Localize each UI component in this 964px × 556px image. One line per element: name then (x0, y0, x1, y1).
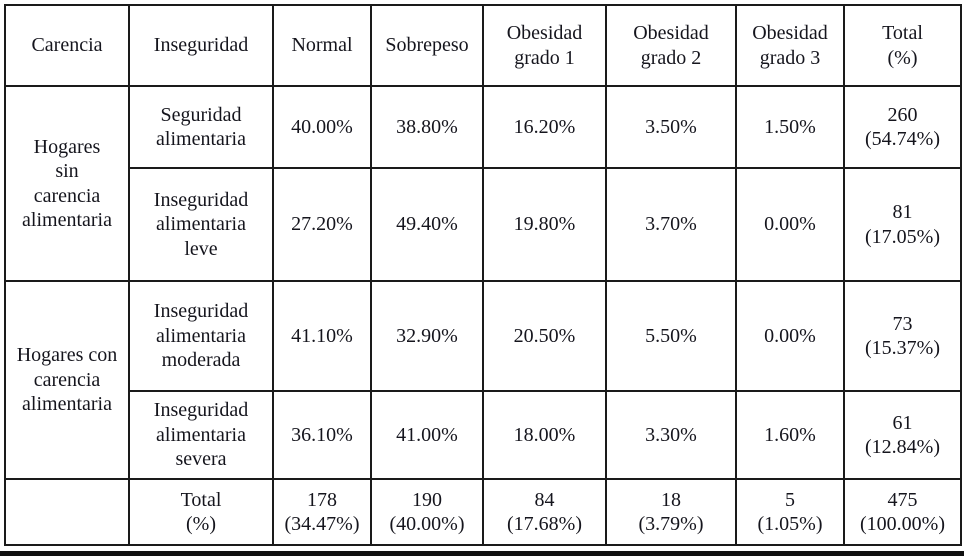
data-cell-normal: 27.20% (272, 167, 372, 282)
data-cell-obesidad-1: 16.20% (482, 85, 607, 169)
data-cell-total: 73 (15.37%) (843, 280, 962, 392)
row-label-inseguridad-severa: Inseguridad alimentaria severa (128, 390, 274, 480)
row-label-seguridad-alimentaria: Seguridad alimentaria (128, 85, 274, 169)
table-row-inseguridad-severa: Inseguridad alimentaria severa 36.10% 41… (5, 390, 962, 480)
header-cell-normal: Normal (272, 4, 372, 87)
data-cell-obesidad-3: 0.00% (735, 167, 845, 282)
header-cell-total: Total (%) (843, 4, 962, 87)
table-row-inseguridad-leve: Inseguridad alimentaria leve 27.20% 49.4… (5, 167, 962, 282)
data-cell-normal: 41.10% (272, 280, 372, 392)
header-row: Carencia Inseguridad Normal Sobrepeso Ob… (4, 4, 962, 87)
group-label-hogares-sin-carencia: Hogares sin carencia alimentaria (4, 85, 130, 282)
data-cell-sobrepeso: 41.00% (370, 390, 484, 480)
data-cell-obesidad-3: 0.00% (735, 280, 845, 392)
header-cell-carencia: Carencia (4, 4, 130, 87)
row-label-inseguridad-leve: Inseguridad alimentaria leve (128, 167, 274, 282)
data-cell-obesidad-3: 1.50% (735, 85, 845, 169)
footer-empty-cell (4, 478, 130, 546)
data-cell-normal: 40.00% (272, 85, 372, 169)
header-cell-obesidad-grado-1: Obesidad grado 1 (482, 4, 607, 87)
table-row-inseguridad-moderada: Hogares con carencia alimentaria Insegur… (4, 280, 962, 480)
header-cell-sobrepeso: Sobrepeso (370, 4, 484, 87)
table-row-seguridad-alimentaria: Hogares sin carencia alimentaria Segurid… (4, 85, 962, 282)
data-cell-sobrepeso: 49.40% (370, 167, 484, 282)
data-cell-obesidad-1: 19.80% (482, 167, 607, 282)
footer-cell-sobrepeso: 190 (40.00%) (370, 478, 484, 546)
crosstab-table-container: Carencia Inseguridad Normal Sobrepeso Ob… (4, 4, 962, 546)
footer-cell-total: 475 (100.00%) (843, 478, 962, 546)
data-cell-obesidad-1: 20.50% (482, 280, 607, 392)
header-cell-obesidad-grado-2: Obesidad grado 2 (605, 4, 737, 87)
data-cell-total: 260 (54.74%) (843, 85, 962, 169)
header-cell-inseguridad: Inseguridad (128, 4, 274, 87)
data-cell-normal: 36.10% (272, 390, 372, 480)
footer-label-total: Total (%) (128, 478, 274, 546)
footer-cell-normal: 178 (34.47%) (272, 478, 372, 546)
data-cell-sobrepeso: 38.80% (370, 85, 484, 169)
data-cell-obesidad-2: 5.50% (605, 280, 737, 392)
footer-cell-obesidad-2: 18 (3.79%) (605, 478, 737, 546)
table-row-totals: Total (%) 178 (34.47%) 190 (40.00%) 84 (… (4, 478, 962, 546)
data-cell-obesidad-3: 1.60% (735, 390, 845, 480)
data-cell-sobrepeso: 32.90% (370, 280, 484, 392)
data-cell-obesidad-2: 3.50% (605, 85, 737, 169)
header-cell-obesidad-grado-3: Obesidad grado 3 (735, 4, 845, 87)
data-cell-obesidad-2: 3.30% (605, 390, 737, 480)
data-cell-total: 61 (12.84%) (843, 390, 962, 480)
data-cell-obesidad-2: 3.70% (605, 167, 737, 282)
food-insecurity-weight-table: Carencia Inseguridad Normal Sobrepeso Ob… (4, 4, 962, 546)
footer-cell-obesidad-3: 5 (1.05%) (735, 478, 845, 546)
group-label-hogares-con-carencia: Hogares con carencia alimentaria (4, 280, 130, 480)
data-cell-obesidad-1: 18.00% (482, 390, 607, 480)
row-label-inseguridad-moderada: Inseguridad alimentaria moderada (128, 280, 274, 392)
data-cell-total: 81 (17.05%) (843, 167, 962, 282)
bottom-rule-divider (0, 551, 964, 556)
footer-cell-obesidad-1: 84 (17.68%) (482, 478, 607, 546)
